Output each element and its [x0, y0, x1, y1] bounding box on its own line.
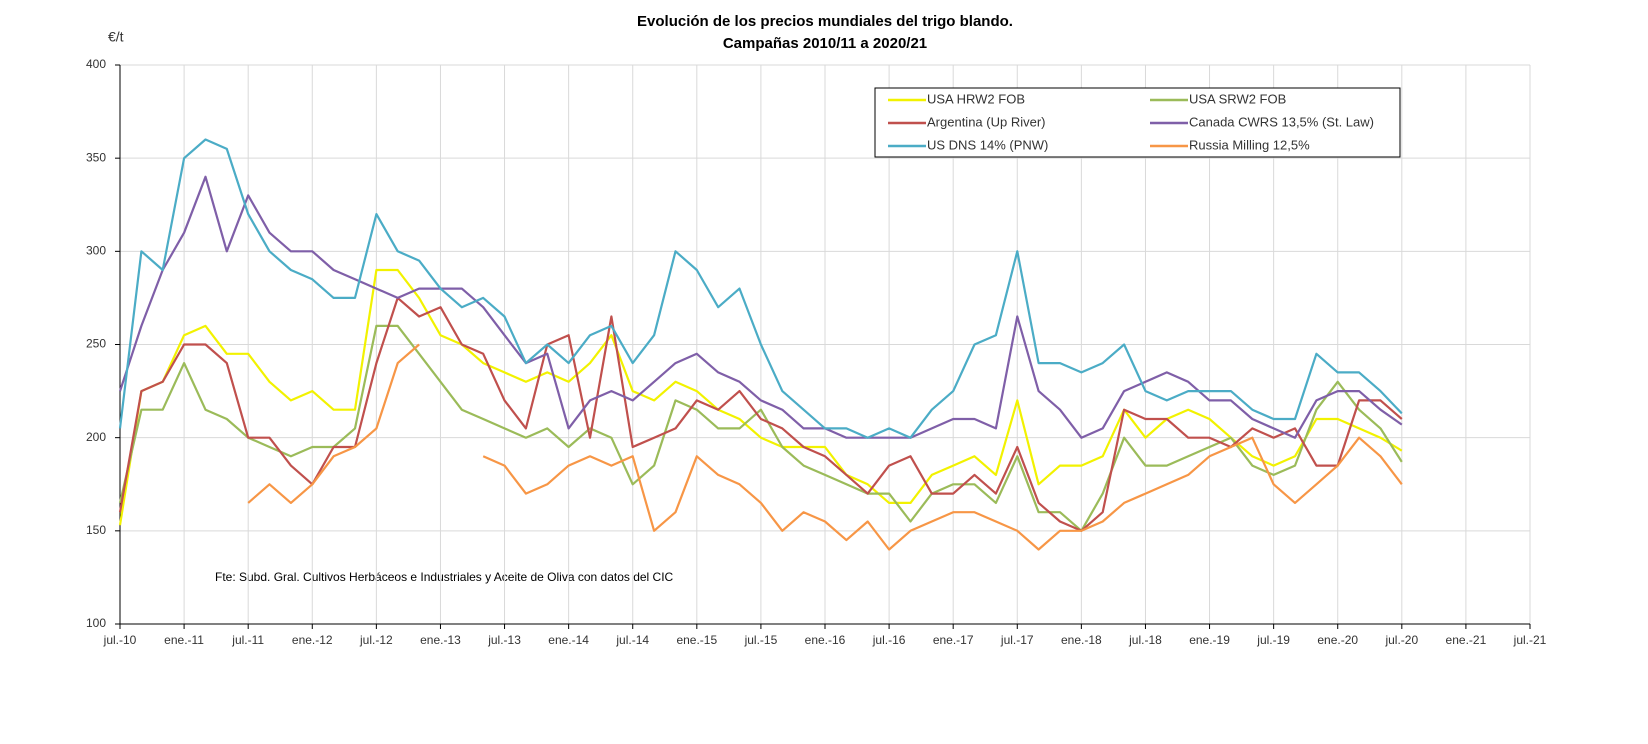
y-tick-label: 200: [86, 430, 106, 444]
series-line: [118, 138, 1403, 439]
x-tick-label: ene.-12: [292, 633, 333, 647]
series-line: [118, 296, 1403, 532]
x-tick-label: ene.-21: [1446, 633, 1487, 647]
x-tick-label: jul.-12: [359, 633, 393, 647]
series-line: [118, 175, 1403, 439]
chart-subtitle: Campañas 2010/11 a 2020/21: [723, 35, 927, 52]
x-tick-label: ene.-16: [805, 633, 846, 647]
x-tick-label: ene.-19: [1189, 633, 1230, 647]
annotation: Fte: Subd. Gral. Cultivos Herbáceos e In…: [215, 570, 674, 584]
x-tick-label: ene.-13: [420, 633, 461, 647]
legend-label: Argentina (Up River): [927, 114, 1046, 129]
series-line: [247, 343, 1403, 551]
legend-label: US DNS 14% (PNW): [927, 137, 1048, 152]
x-tick-label: jul.-16: [872, 633, 906, 647]
chart-title: Evolución de los precios mundiales del t…: [637, 13, 1013, 30]
y-tick-label: 100: [86, 616, 106, 630]
legend-label: Russia Milling 12,5%: [1189, 137, 1310, 152]
y-tick-label: 400: [86, 57, 106, 71]
legend-label: Canada CWRS 13,5% (St. Law): [1189, 114, 1374, 129]
x-tick-label: jul.-18: [1128, 633, 1162, 647]
x-tick-label: jul.-15: [744, 633, 778, 647]
x-tick-label: jul.-11: [231, 633, 264, 647]
y-axis-label: €/t: [108, 29, 124, 45]
y-tick-label: 300: [86, 244, 106, 258]
x-tick-label: jul.-13: [487, 633, 521, 647]
y-tick-label: 350: [86, 150, 106, 164]
x-tick-label: jul.-19: [1256, 633, 1290, 647]
x-tick-label: jul.-17: [1000, 633, 1034, 647]
legend-label: USA HRW2 FOB: [927, 91, 1025, 106]
x-tick-label: jul.-14: [615, 633, 649, 647]
legend-label: USA SRW2 FOB: [1189, 91, 1286, 106]
series-line: [118, 268, 1403, 526]
x-tick-label: ene.-15: [676, 633, 717, 647]
x-tick-label: ene.-18: [1061, 633, 1102, 647]
y-tick-label: 250: [86, 337, 106, 351]
x-tick-label: jul.-10: [103, 633, 137, 647]
x-tick-label: ene.-17: [933, 633, 974, 647]
x-tick-label: jul.-20: [1384, 633, 1418, 647]
y-tick-label: 150: [86, 523, 106, 537]
x-tick-label: ene.-14: [548, 633, 589, 647]
x-tick-label: ene.-20: [1317, 633, 1358, 647]
x-tick-label: ene.-11: [164, 633, 204, 647]
x-tick-label: jul.-21: [1513, 633, 1547, 647]
legend-box: [874, 87, 1401, 158]
